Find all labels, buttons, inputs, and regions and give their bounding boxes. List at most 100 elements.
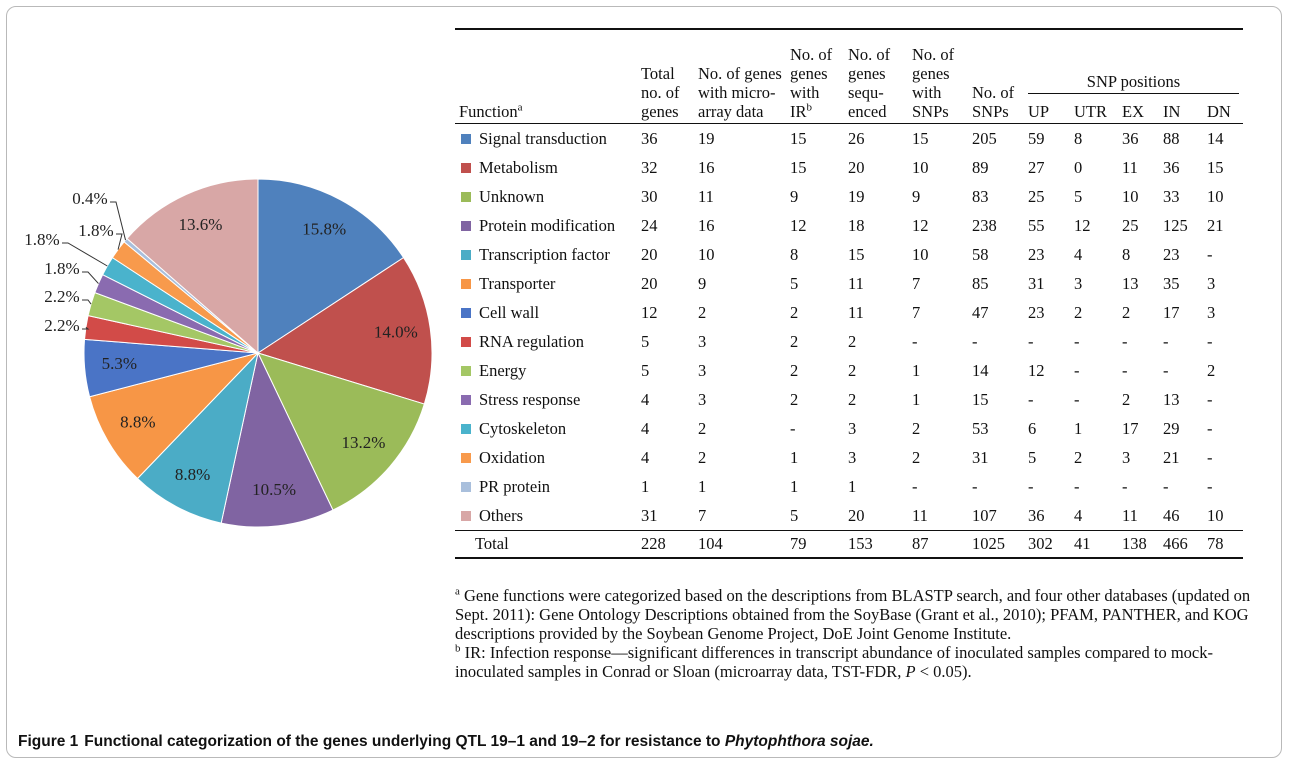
table-cell: 12 [1028,361,1045,380]
slice-label: 13.6% [178,215,222,234]
footnote-text: Gene functions were categorized based on… [455,586,1251,643]
slice-label: 1.8% [24,230,59,249]
column-header: No. of genes with SNPs [908,28,968,124]
table-cell: - [1028,332,1034,351]
total-cell: 228 [637,530,694,559]
table-cell: 3 [698,361,707,380]
group-header-cell: SNP positions [1024,28,1243,96]
table-cell: 36 [1028,506,1045,525]
function-cell: Transcription factor [455,240,637,269]
table-cell: - [1122,477,1128,496]
table-cell: - [1122,361,1128,380]
table-cell: 11 [1122,506,1138,525]
table-cell: 10 [912,245,929,264]
table-cell: 9 [790,187,799,206]
slice-label: 1.8% [44,259,79,278]
column-header: No. of genes sequ-enced [844,28,908,124]
leader-line [62,242,108,267]
table-row: Transporter 20 9 5 11 7 85 31 3 13 35 3 [455,269,1243,298]
column-header-text: No. of genes with IR [790,45,833,121]
pie-slice [220,351,334,528]
table-cell: 31 [972,448,989,467]
table-cell: 10 [912,158,929,177]
function-cell: Metabolism [455,153,637,182]
table-cell: 4 [641,390,650,409]
slice-label: 1.8% [78,221,113,240]
table-cell: 205 [972,129,997,148]
table-cell: 3 [1207,303,1216,322]
slice-label: 10.5% [252,480,296,499]
table-cell: 2 [848,361,857,380]
table-cell: 3 [698,332,707,351]
table-cell: 12 [1074,216,1091,235]
table-cell: 27 [1028,158,1045,177]
function-name: Cell wall [479,303,540,322]
table-cell: 2 [1122,390,1131,409]
function-cell: PR protein [455,472,637,501]
slice-label: 15.8% [302,219,346,238]
function-name: Transporter [479,274,556,293]
table-cell: 7 [912,303,921,322]
legend-swatch [461,308,471,318]
table-cell: 35 [1163,274,1180,293]
table-header: Functiona Total no. of genes No. of genes … [455,28,1243,124]
table-cell: 12 [912,216,929,235]
table-cell: 1 [848,477,857,496]
table-cell: 11 [698,187,714,206]
function-cell: Unknown [455,182,637,211]
group-header: SNP positions [1028,72,1239,94]
table-cell: 4 [1074,245,1083,264]
caption-label: Figure 1 [18,733,79,750]
column-header-text: No. of genes sequ-enced [848,45,891,121]
table-cell: 11 [848,274,864,293]
function-cell: Cell wall [455,298,637,327]
table-cell: 15 [790,158,807,177]
table-body: Signal transduction 36 19 15 26 15 205 59 8 36 88 1… [455,124,1243,559]
table-cell: 8 [790,245,799,264]
leader-line [116,233,123,250]
legend-swatch [461,366,471,376]
header-row: Functiona Total no. of genes No. of genes … [455,28,1243,124]
function-cell: Transporter [455,269,637,298]
table-cell: 12 [790,216,807,235]
table-cell: 18 [848,216,865,235]
table-cell: 20 [848,158,865,177]
table-cell: 59 [1028,129,1045,148]
table-cell: 14 [972,361,989,380]
total-cell: 1025 [968,530,1024,559]
table-cell: 2 [848,390,857,409]
table-row: Transcription factor 20 10 8 15 10 58 23 4 8 23 - [455,240,1243,269]
table-cell: 107 [972,506,997,525]
legend-swatch [461,424,471,434]
table-cell: 1 [790,477,799,496]
function-name: Protein modification [479,216,616,235]
table-cell: 9 [698,274,707,293]
table-cell: 5 [1028,448,1037,467]
column-header-text: No. of genes with SNPs [912,45,955,121]
column-header-text: Total no. of genes [641,64,680,121]
table-cell: 2 [1122,303,1131,322]
column-header: No. of genes with micro-array data [694,28,786,124]
footnote-marker: b [806,101,813,114]
function-cell: Oxidation [455,443,637,472]
total-cell: 153 [844,530,908,559]
table-cell: 8 [1074,129,1083,148]
leader-line [110,201,127,241]
table-cell: 2 [698,303,707,322]
table-cell: 88 [1163,129,1180,148]
slice-label: 13.2% [341,433,385,452]
total-row: Total 228 104 79 153 87 1025 302 41 138 466 78 [455,530,1243,559]
footnote-text: < 0.05). [915,662,972,681]
table-cell: 15 [1207,158,1224,177]
function-cell: Energy [455,356,637,385]
table-cell: 23 [1163,245,1180,264]
function-name: Unknown [479,187,545,206]
caption-text: Functional categorization of the genes u… [84,733,725,750]
table-cell: 53 [972,419,989,438]
footnotes: a Gene functions were categorized based … [455,586,1255,681]
table-row: Cytoskeleton 4 2 - 3 2 53 6 1 17 29 - [455,414,1243,443]
table-cell: 3 [1122,448,1131,467]
table-cell: 3 [1207,274,1216,293]
slice-label: 2.2% [44,287,79,306]
table-cell: 4 [1074,506,1083,525]
